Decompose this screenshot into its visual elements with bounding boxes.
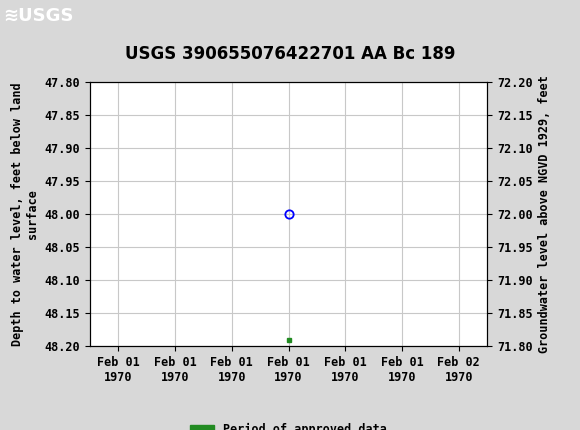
Y-axis label: Groundwater level above NGVD 1929, feet: Groundwater level above NGVD 1929, feet bbox=[538, 75, 551, 353]
Y-axis label: Depth to water level, feet below land
surface: Depth to water level, feet below land su… bbox=[11, 82, 39, 346]
Text: USGS 390655076422701 AA Bc 189: USGS 390655076422701 AA Bc 189 bbox=[125, 45, 455, 63]
Text: ≋USGS: ≋USGS bbox=[3, 6, 74, 25]
Legend: Period of approved data: Period of approved data bbox=[186, 418, 392, 430]
